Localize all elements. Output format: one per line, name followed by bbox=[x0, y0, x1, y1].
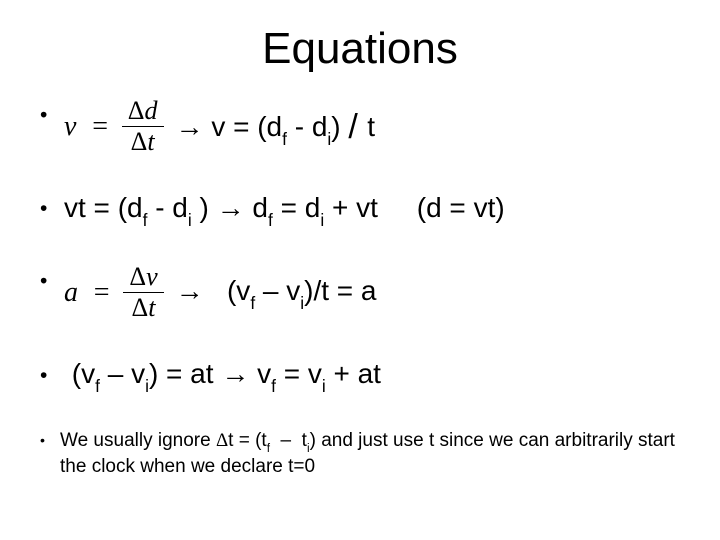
b2-text-3: ) bbox=[192, 192, 217, 223]
b3-text-2: – v bbox=[255, 275, 300, 306]
arrow-icon: → bbox=[176, 275, 204, 306]
b1-fraction: Δd Δt bbox=[122, 96, 164, 157]
equals-sign: = bbox=[94, 277, 110, 308]
b2-text-6: + vt (d = vt) bbox=[324, 192, 505, 223]
slide: Equations v = Δd Δt → v = (df - di) / t … bbox=[0, 0, 720, 540]
delta-icon: Δ bbox=[216, 430, 228, 451]
arrow-icon: → bbox=[176, 111, 204, 142]
b1-numerator: Δd bbox=[122, 96, 164, 127]
b2-text-4: d bbox=[245, 192, 268, 223]
note-text-3: – t bbox=[270, 430, 307, 451]
equals-sign: = bbox=[92, 111, 108, 142]
slide-title: Equations bbox=[36, 24, 684, 74]
b4-sub-1: f bbox=[95, 376, 100, 396]
b3-denominator: Δt bbox=[123, 293, 163, 323]
b1-sub-i: i bbox=[327, 129, 331, 149]
b1-lhs-var: v bbox=[64, 111, 76, 142]
b1-text-2: - d bbox=[287, 111, 327, 142]
b4-text-2: – v bbox=[100, 358, 145, 389]
b3-frac-block: a = Δv Δt bbox=[64, 262, 166, 323]
b2-sub-3: f bbox=[268, 210, 273, 230]
b4-text-5: = v bbox=[276, 358, 322, 389]
bullet-1: v = Δd Δt → v = (df - di) / t bbox=[36, 96, 684, 157]
b3-text-1: (v bbox=[211, 275, 250, 306]
b1-text-1: v = (d bbox=[211, 111, 282, 142]
note-text-2: t = (t bbox=[228, 430, 267, 451]
b1-rhs: → v = (df - di) / t bbox=[176, 105, 376, 147]
b1-sub-f: f bbox=[282, 129, 287, 149]
b1-denominator: Δt bbox=[122, 127, 164, 157]
b2-sub-1: f bbox=[143, 210, 148, 230]
b3-text-3: )/t = a bbox=[304, 275, 376, 306]
arrow-icon: → bbox=[221, 358, 249, 389]
b4-sub-3: f bbox=[271, 376, 276, 396]
b2-text-5: = d bbox=[273, 192, 320, 223]
b4-text-6: + at bbox=[326, 358, 381, 389]
b3-rhs: → (vf – vi)/t = a bbox=[176, 274, 377, 311]
b4-sub-4: i bbox=[322, 376, 326, 396]
b3-lhs-var: a bbox=[64, 277, 78, 308]
note-text-1: We usually ignore bbox=[60, 430, 216, 451]
b2-sub-2: i bbox=[188, 210, 192, 230]
b2-text-2: - d bbox=[147, 192, 187, 223]
b3-sub-1: f bbox=[250, 293, 255, 313]
arrow-icon: → bbox=[217, 192, 245, 223]
b1-slash: / bbox=[348, 108, 367, 146]
b4-text-4: v bbox=[249, 358, 271, 389]
b4-text-3: ) = at bbox=[149, 358, 221, 389]
b2-sub-4: i bbox=[320, 210, 324, 230]
b3-numerator: Δv bbox=[123, 262, 163, 293]
b4-sub-2: i bbox=[145, 376, 149, 396]
b1-text-4: t bbox=[367, 111, 375, 142]
bullet-4: (vf – vi) = at → vf = vi + at bbox=[36, 357, 684, 394]
note-sub-1: f bbox=[267, 442, 270, 455]
bullet-2: vt = (df - di ) → df = di + vt (d = vt) bbox=[36, 191, 684, 228]
note-sub-2: i bbox=[307, 442, 310, 455]
bullet-list: v = Δd Δt → v = (df - di) / t vt = (df -… bbox=[36, 96, 684, 479]
b3-sub-2: i bbox=[300, 293, 304, 313]
b3-fraction: Δv Δt bbox=[123, 262, 163, 323]
b2-text-1: vt = (d bbox=[64, 192, 143, 223]
b1-frac-block: v = Δd Δt bbox=[64, 96, 166, 157]
b1-text-3: ) bbox=[331, 111, 348, 142]
b4-text-1: (v bbox=[64, 358, 95, 389]
bullet-3: a = Δv Δt → (vf – vi)/t = a bbox=[36, 262, 684, 323]
bullet-note: We usually ignore Δt = (tf – ti) and jus… bbox=[36, 429, 684, 479]
